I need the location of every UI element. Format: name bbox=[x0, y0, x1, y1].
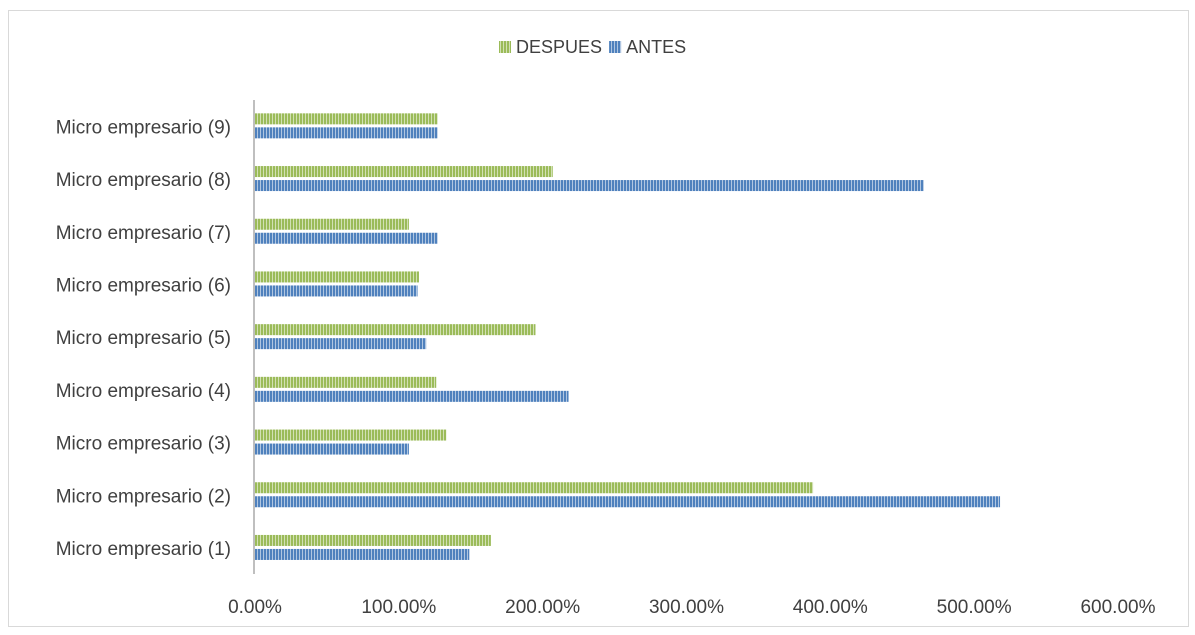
legend-swatch-despues bbox=[499, 41, 511, 53]
bar-despues-5 bbox=[255, 324, 536, 336]
x-tick-label: 600.00% bbox=[1080, 597, 1155, 618]
x-tick-label: 100.00% bbox=[361, 597, 436, 618]
bar-antes-2 bbox=[255, 496, 1001, 508]
bar-despues-8 bbox=[255, 166, 553, 178]
bar-antes-6 bbox=[255, 285, 418, 297]
x-tick-label: 0.00% bbox=[228, 597, 282, 618]
legend-label: ANTES bbox=[626, 37, 686, 57]
category-labels: Micro empresario (1) Micro empresario (2)… bbox=[56, 117, 231, 560]
bar-despues-7 bbox=[255, 218, 409, 230]
category-label: Micro empresario (9) bbox=[56, 117, 231, 138]
category-label: Micro empresario (8) bbox=[56, 170, 231, 191]
category-label: Micro empresario (4) bbox=[56, 381, 231, 402]
category-label: Micro empresario (2) bbox=[56, 486, 231, 507]
bar-antes-3 bbox=[255, 443, 409, 455]
legend-swatch-antes bbox=[609, 41, 622, 53]
bar-despues-2 bbox=[255, 482, 814, 494]
category-label: Micro empresario (6) bbox=[56, 275, 231, 296]
category-label: Micro empresario (1) bbox=[56, 539, 231, 560]
x-tick-label: 500.00% bbox=[937, 597, 1012, 618]
bar-antes-8 bbox=[255, 180, 924, 192]
bar-antes-4 bbox=[255, 390, 569, 402]
x-tick-labels: 0.00% 100.00% 200.00% 300.00% 400.00% 500.00%… bbox=[228, 597, 1156, 618]
bar-antes-1 bbox=[255, 548, 470, 560]
chart-frame bbox=[8, 10, 1189, 627]
bar-despues-6 bbox=[255, 271, 419, 283]
x-tick-label: 300.00% bbox=[649, 597, 724, 618]
x-tick-label: 200.00% bbox=[505, 597, 580, 618]
bar-despues-3 bbox=[255, 429, 447, 441]
legend: DESPUES ANTES bbox=[499, 37, 686, 57]
bar-antes-7 bbox=[255, 232, 438, 244]
category-label: Micro empresario (3) bbox=[56, 434, 231, 455]
x-tick-label: 400.00% bbox=[793, 597, 868, 618]
bars-group bbox=[255, 113, 1001, 560]
bar-antes-9 bbox=[255, 127, 438, 139]
category-label: Micro empresario (5) bbox=[56, 328, 231, 349]
bar-antes-5 bbox=[255, 338, 427, 350]
bar-despues-1 bbox=[255, 534, 491, 546]
bar-despues-4 bbox=[255, 376, 437, 388]
bar-despues-9 bbox=[255, 113, 438, 125]
category-label: Micro empresario (7) bbox=[56, 223, 231, 244]
legend-label: DESPUES bbox=[516, 37, 602, 57]
